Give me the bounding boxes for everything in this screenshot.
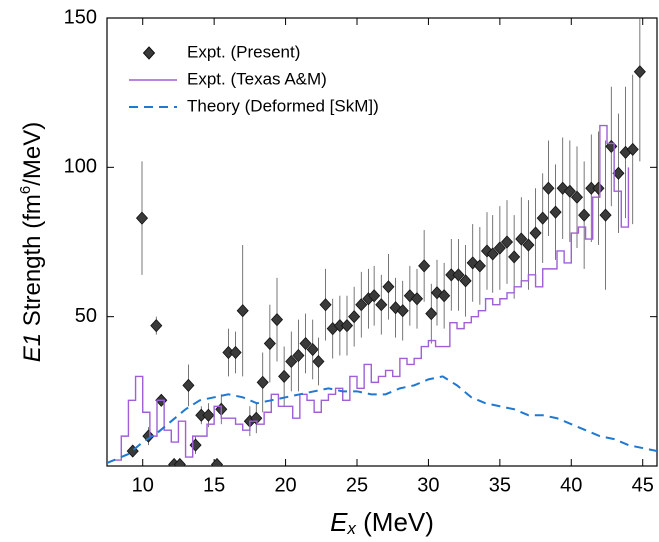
data-point [529,226,542,240]
legend-label: Theory (Deformed [SkM]) [187,96,379,115]
data-point [473,259,486,273]
data-point [202,408,215,422]
data-point [466,256,479,270]
y-tick-label: 150 [64,6,97,28]
y-tick-label: 50 [75,305,97,327]
x-tick-label: 40 [560,474,582,496]
data-point [340,319,354,333]
x-tick-label: 45 [632,474,654,496]
step-line [114,124,630,461]
data-point [500,235,514,249]
x-tick-label: 10 [132,474,154,496]
x-tick-label: 15 [203,474,225,496]
data-point [549,205,562,219]
data-point [278,369,291,383]
data-point [312,354,325,369]
x-tick-label: 30 [417,474,439,496]
y-label-unit: /MeV) [19,122,46,186]
x-tick-label: 25 [346,474,368,496]
data-point [382,280,395,294]
data-point [135,211,149,225]
x-label-unit: (MeV) [356,507,434,537]
data-point [592,181,605,195]
data-point [542,181,555,195]
data-point [480,244,494,258]
data-point [633,65,646,79]
data-point [375,298,388,312]
data-point [270,313,284,327]
x-label-main: E [330,507,348,537]
legend-label: Expt. (Texas A&M) [187,69,327,88]
data-point [229,345,242,360]
y-axis-label: E1 Strength (fm6/MeV) [17,122,46,362]
data-point [299,336,312,351]
x-label-sub: x [346,519,356,538]
legend-label: Expt. (Present) [187,42,300,61]
y-label-main: Strength (fm [19,194,46,333]
data-point [493,241,506,255]
plot-area [107,18,657,466]
data-point [173,457,186,466]
x-tick-label: 35 [489,474,511,496]
data-point [396,304,409,318]
data-point [306,342,319,357]
data-point [425,307,438,321]
data-point [536,211,549,225]
data-point [515,232,528,246]
y-label-sup: 6 [17,186,34,194]
data-point [348,310,361,324]
data-point [355,298,368,312]
data-point [292,348,305,363]
y-label-e1: E1 [19,333,46,362]
legend-marker [142,46,156,60]
data-point [410,292,424,306]
data-point [486,247,499,261]
data-point [182,378,195,392]
data-point [522,238,535,252]
data-point [459,274,472,288]
data-point [508,250,521,264]
data-point [599,208,612,222]
data-point [150,319,163,333]
data-point [263,336,276,351]
data-point [418,259,431,273]
data-point [285,354,298,369]
x-axis-label: Ex (MeV) [330,507,434,539]
data-point [438,289,451,303]
dashed-line [107,375,657,464]
data-point [563,184,576,198]
data-point [236,304,249,318]
data-point [570,190,584,204]
data-point [256,375,269,389]
data-point [319,298,332,312]
x-tick-label: 20 [274,474,296,496]
data-point [452,268,465,282]
plot-frame [106,17,658,467]
y-tick-label: 100 [64,156,97,178]
data-point [626,142,639,157]
data-point [210,457,224,466]
data-point [189,438,202,452]
data-point [578,208,591,222]
data-point [368,289,381,303]
